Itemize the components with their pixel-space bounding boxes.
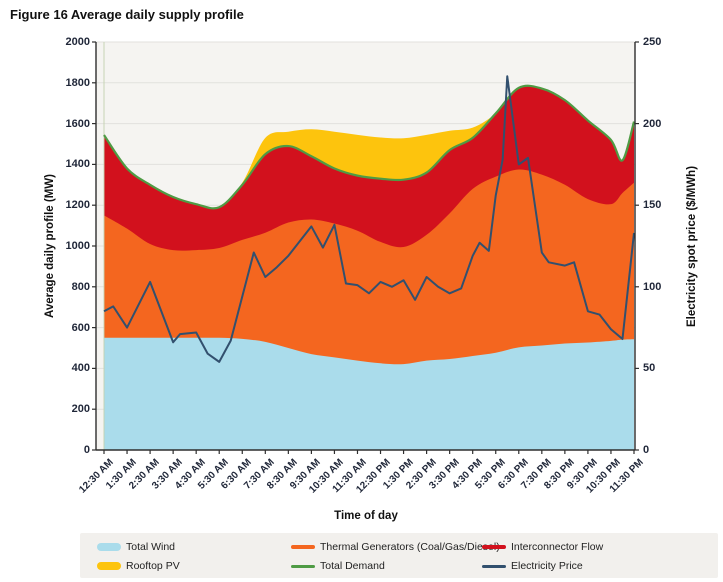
legend-item: Thermal Generators (Coal/Gas/Diesel) [291,542,500,552]
y-right-tick-label: 150 [643,199,662,212]
y-left-tick-label: 400 [71,362,90,375]
y-left-tick-label: 200 [71,403,90,416]
y-left-tick-label: 1600 [65,117,90,130]
total-demand-line [103,84,636,210]
y-axis-right-title: Electricity spot price ($/MWh) [686,165,698,327]
legend-label: Total Wind [126,541,176,553]
y-left-tick-label: 600 [71,321,90,334]
y-left-tick-label: 0 [83,444,90,456]
legend-swatch-rooftop-pv [97,562,121,570]
legend-swatch-electricity-price [482,564,506,568]
figure-title: Figure 16 Average daily supply profile [10,7,244,22]
legend-item: Total Demand [291,561,385,571]
y-right-tick-label: 50 [643,362,656,375]
y-left-tick-label: 2000 [65,36,90,48]
legend-item: Electricity Price [482,561,583,571]
legend-item: Total Wind [97,542,175,552]
legend-swatch-thermal-generators-coal-gas-diesel- [291,545,315,549]
legend-swatch-total-demand [291,564,315,568]
y-right-tick-label: 100 [643,280,662,293]
area-total-wind [104,337,634,450]
electricity-price-line [103,75,635,363]
legend-label: Rooftop PV [126,560,180,572]
legend-swatch-total-wind [97,543,121,551]
y-left-tick-label: 1400 [65,158,90,171]
y-left-tick-label: 1200 [65,199,90,212]
legend-item: Interconnector Flow [482,542,603,552]
legend-panel [80,533,718,578]
legend-swatch-interconnector-flow [482,545,506,549]
legend-item: Rooftop PV [97,561,180,571]
legend-label: Interconnector Flow [511,541,604,553]
y-left-tick-label: 1000 [65,240,90,252]
y-right-tick-label: 200 [643,117,662,130]
y-right-tick-label: 250 [643,36,662,48]
legend-label: Thermal Generators (Coal/Gas/Diesel) [320,541,500,553]
legend-label: Electricity Price [511,560,583,572]
y-left-tick-label: 1800 [65,76,90,89]
y-right-tick-label: 0 [643,444,650,456]
y-left-tick-label: 800 [71,280,90,293]
x-axis-title: Time of day [334,510,398,522]
legend-label: Total Demand [320,560,385,572]
